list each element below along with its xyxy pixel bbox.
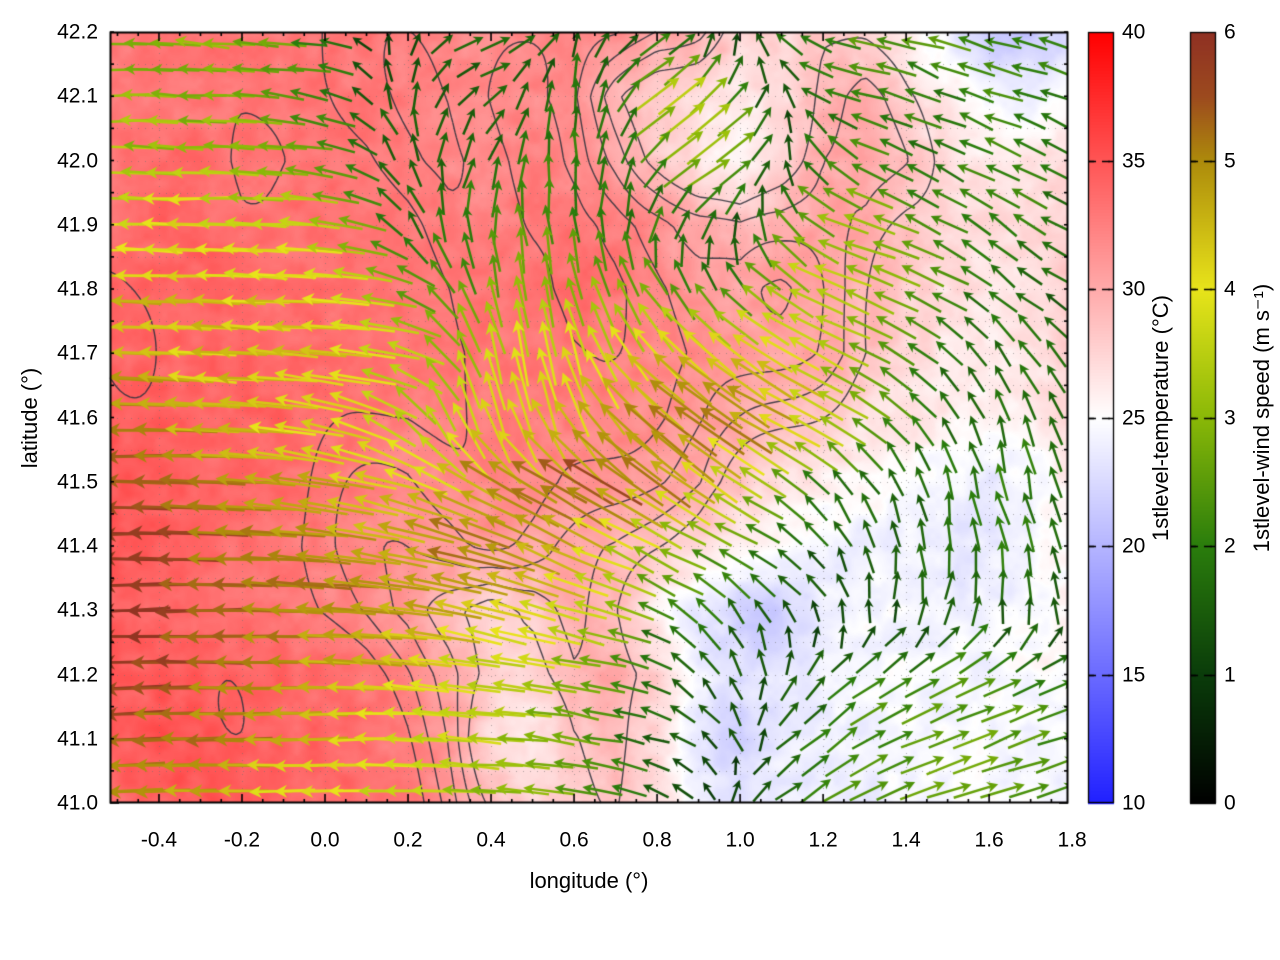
wind-colorbar-title: 1stlevel-wind speed (m s⁻¹) <box>1249 283 1274 553</box>
x-tick-label: 0.8 <box>642 828 672 852</box>
y-tick-label: 41.0 <box>57 791 98 815</box>
x-axis-title: longitude (°) <box>529 868 649 893</box>
y-tick-label: 41.2 <box>57 663 98 686</box>
wind-colorbar-tick-label: 2 <box>1224 534 1236 558</box>
temperature-colorbar-tick-label: 15 <box>1122 663 1146 686</box>
y-tick-label: 42.0 <box>57 149 98 172</box>
temperature-colorbar-tick-label: 35 <box>1122 149 1146 172</box>
temperature-colorbar-tick-label: 30 <box>1122 277 1146 301</box>
y-tick-label: 42.2 <box>57 20 98 44</box>
y-tick-label: 41.3 <box>57 598 98 622</box>
wind-colorbar-tick-label: 4 <box>1224 277 1236 301</box>
y-axis-title: latitude (°) <box>17 367 42 469</box>
y-tick-label: 41.8 <box>57 277 98 301</box>
x-tick-label: 1.4 <box>891 828 921 852</box>
x-tick-label: -0.2 <box>223 828 261 852</box>
wind-colorbar-tick-label: 6 <box>1224 20 1236 44</box>
temperature-colorbar-tick-label: 40 <box>1122 20 1146 44</box>
y-tick-label: 41.5 <box>57 470 98 494</box>
temperature-colorbar-title: 1stlevel-temperature (°C) <box>1148 295 1173 541</box>
y-tick-label: 41.7 <box>57 341 98 365</box>
x-tick-label: 1.2 <box>808 828 838 852</box>
temperature-colorbar-tick-label: 20 <box>1122 534 1146 558</box>
x-tick-label: 0.6 <box>559 828 589 852</box>
wind-colorbar-tick-label: 5 <box>1224 149 1236 172</box>
y-tick-label: 41.4 <box>57 534 98 558</box>
y-tick-label: 42.1 <box>57 84 98 108</box>
x-tick-label: 1.0 <box>725 828 755 852</box>
x-tick-label: 0.2 <box>393 828 423 852</box>
x-tick-label: 0.0 <box>310 828 340 852</box>
x-tick-label: 1.8 <box>1057 828 1087 852</box>
wind-colorbar-tick-label: 3 <box>1224 406 1236 429</box>
y-tick-label: 41.6 <box>57 406 98 429</box>
wind-colorbar-tick-label: 1 <box>1224 663 1236 686</box>
wind-colorbar-tick-label: 0 <box>1224 791 1236 815</box>
temperature-colorbar-tick-label: 25 <box>1122 406 1146 429</box>
x-tick-label: 1.6 <box>974 828 1004 852</box>
x-tick-label: -0.4 <box>140 828 178 852</box>
x-tick-label: 0.4 <box>476 828 506 852</box>
y-tick-label: 41.9 <box>57 213 98 237</box>
y-tick-label: 41.1 <box>57 727 98 751</box>
temperature-colorbar-tick-label: 10 <box>1122 791 1146 815</box>
